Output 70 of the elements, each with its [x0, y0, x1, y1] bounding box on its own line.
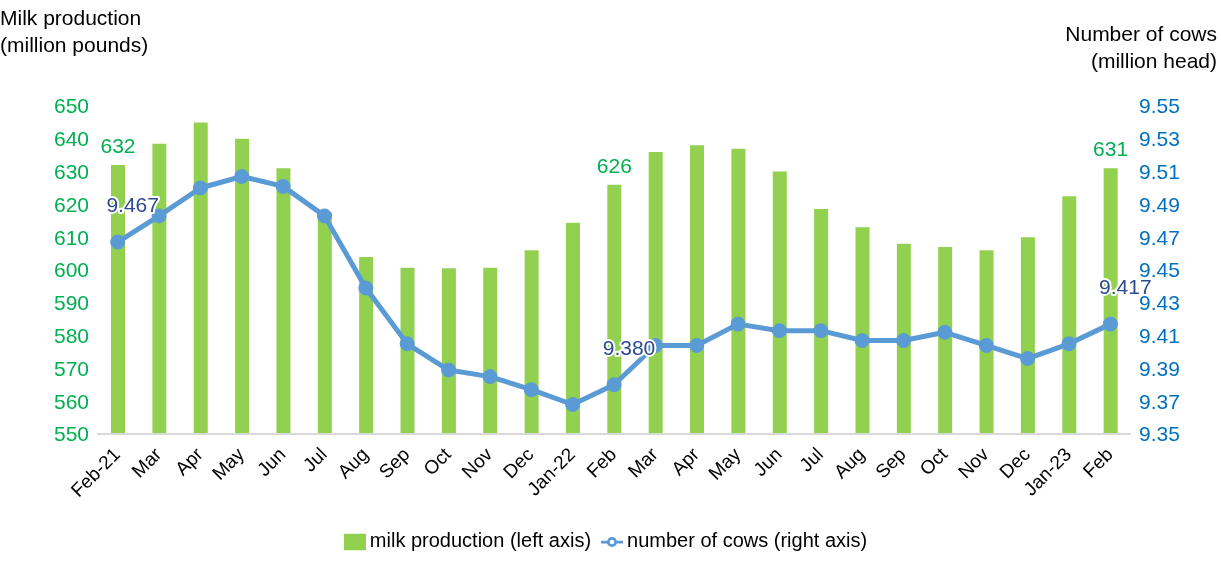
- point: [482, 369, 498, 385]
- y-tick-label: 580: [53, 324, 89, 348]
- point: [896, 333, 912, 349]
- data-label: 626: [596, 153, 632, 177]
- x-tick-label: Mar: [623, 443, 663, 482]
- x-tick-label: Apr: [171, 443, 208, 480]
- x-tick-label: Oct: [419, 443, 456, 480]
- x-tick-label: May: [704, 443, 745, 484]
- y-tick-label: 590: [53, 291, 89, 315]
- point: [192, 180, 208, 196]
- point: [110, 234, 126, 250]
- point: [523, 382, 539, 398]
- x-tick-label: Mar: [127, 443, 166, 482]
- point: [771, 323, 787, 339]
- x-tick-label: Sep: [871, 443, 910, 483]
- point: [978, 337, 994, 353]
- point: [399, 336, 415, 352]
- point: [316, 208, 332, 224]
- point: [937, 324, 953, 340]
- x-tick-label: Aug: [333, 443, 373, 483]
- y-tick-label: 620: [53, 192, 89, 216]
- point: [1102, 316, 1118, 332]
- y-tick-label: 600: [53, 258, 89, 282]
- y-tick-label: 570: [53, 356, 89, 380]
- y-tick-label: 630: [53, 160, 89, 184]
- point: [1020, 351, 1036, 367]
- point: [358, 280, 374, 296]
- y-tick-label: 550: [53, 422, 89, 446]
- x-tick-label: Nov: [457, 443, 497, 483]
- x-tick-label: Jul: [298, 443, 331, 476]
- point: [730, 316, 746, 332]
- y2-tick-label: 9.49: [1139, 192, 1180, 216]
- y-tick-label: 650: [53, 94, 89, 118]
- point: [813, 323, 829, 339]
- y2-tick-label: 9.53: [1139, 127, 1180, 151]
- y2-tick-label: 9.41: [1139, 324, 1180, 348]
- x-tick-label: Nov: [953, 443, 993, 483]
- data-label: 632: [100, 134, 136, 158]
- y2-tick-label: 9.47: [1139, 225, 1180, 249]
- x-tick-label: Sep: [374, 443, 414, 483]
- data-label: 631: [1093, 137, 1129, 161]
- y-tick-label: 610: [53, 225, 89, 249]
- x-tick-label: Aug: [829, 443, 869, 483]
- point: [565, 396, 581, 412]
- point: [234, 169, 250, 185]
- y2-tick-label: 9.39: [1139, 356, 1180, 380]
- x-tick-label: Feb: [582, 443, 621, 482]
- y2-tick-label: 9.51: [1139, 160, 1180, 184]
- y2-tick-label: 9.37: [1139, 389, 1180, 413]
- x-tick-label: Jun: [749, 443, 786, 481]
- x-tick-label: May: [207, 443, 249, 484]
- x-tick-label: Apr: [667, 443, 704, 480]
- y2-tick-label: 9.55: [1139, 94, 1180, 118]
- legend-label: number of cows (right axis): [627, 529, 868, 551]
- x-tick-label: Feb: [1078, 443, 1117, 482]
- legend-label: milk production (left axis): [369, 529, 592, 551]
- x-tick-label: Oct: [915, 443, 952, 480]
- x-tick-label: Jul: [795, 443, 828, 476]
- point: [1061, 336, 1077, 352]
- y-tick-label: 560: [53, 389, 89, 413]
- y2-axis-title: Number of cows (million head): [1065, 21, 1217, 74]
- point: [441, 362, 457, 378]
- x-tick-label: Jun: [252, 443, 290, 481]
- point: [606, 377, 622, 393]
- y2-tick-label: 9.35: [1139, 422, 1180, 446]
- point: [275, 178, 291, 194]
- point: [854, 333, 870, 349]
- y-axis-title: Milk production (million pounds): [0, 5, 149, 58]
- point: [689, 337, 705, 353]
- y-tick-label: 640: [53, 127, 89, 151]
